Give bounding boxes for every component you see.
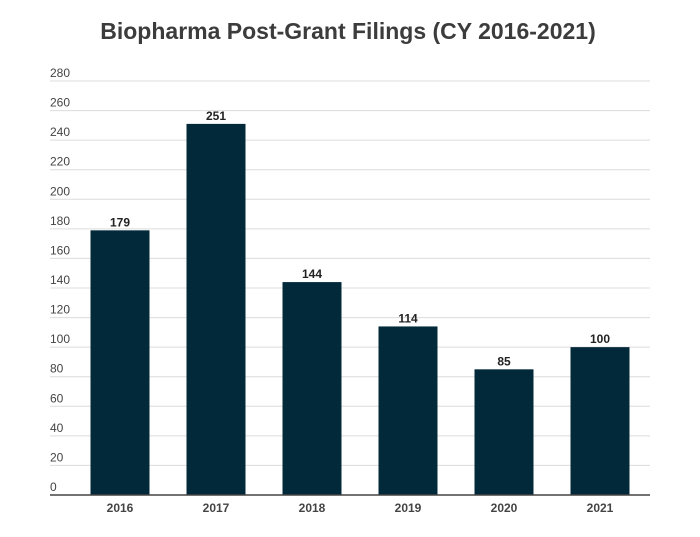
bar-2017 bbox=[186, 123, 246, 495]
y-tick-label: 120 bbox=[50, 303, 70, 317]
grid-lines bbox=[50, 80, 650, 466]
y-tick-label: 260 bbox=[50, 96, 70, 110]
y-tick-label: 280 bbox=[50, 66, 70, 80]
data-label: 85 bbox=[497, 354, 511, 368]
data-labels: 179 251 144 114 85 100 bbox=[110, 109, 610, 368]
x-tick-label: 2021 bbox=[587, 501, 614, 515]
y-tick-label: 80 bbox=[50, 362, 64, 376]
y-tick-label: 20 bbox=[50, 450, 64, 464]
x-tick-label: 2016 bbox=[107, 501, 134, 515]
data-label: 114 bbox=[398, 311, 418, 325]
y-tick-label: 180 bbox=[50, 214, 70, 228]
bars bbox=[90, 123, 630, 496]
x-tick-label: 2017 bbox=[203, 501, 230, 515]
y-tick-label: 40 bbox=[50, 421, 64, 435]
data-label: 179 bbox=[110, 215, 130, 229]
bar-2016 bbox=[90, 230, 150, 496]
bar-2021 bbox=[570, 347, 630, 495]
bar-2020 bbox=[474, 369, 534, 495]
y-axis-ticks: 0 20 40 60 80 100 120 140 160 180 200 220 240 260 280 bbox=[50, 66, 70, 494]
y-tick-label: 60 bbox=[50, 391, 64, 405]
bar-2019 bbox=[378, 326, 438, 495]
data-label: 144 bbox=[302, 267, 322, 281]
y-tick-label: 200 bbox=[50, 184, 70, 198]
x-tick-label: 2018 bbox=[299, 501, 326, 515]
y-tick-label: 0 bbox=[50, 480, 57, 494]
chart-title: Biopharma Post-Grant Filings (CY 2016-20… bbox=[100, 18, 596, 44]
y-tick-label: 140 bbox=[50, 273, 70, 287]
x-tick-label: 2020 bbox=[491, 501, 518, 515]
y-tick-label: 100 bbox=[50, 332, 70, 346]
y-tick-label: 160 bbox=[50, 243, 70, 257]
data-label: 100 bbox=[590, 332, 610, 346]
y-tick-label: 240 bbox=[50, 125, 70, 139]
y-tick-label: 220 bbox=[50, 155, 70, 169]
x-axis-ticks: 2016 2017 2018 2019 2020 2021 bbox=[107, 501, 614, 515]
data-label: 251 bbox=[206, 109, 226, 123]
bar-2018 bbox=[282, 282, 342, 495]
x-tick-label: 2019 bbox=[395, 501, 422, 515]
